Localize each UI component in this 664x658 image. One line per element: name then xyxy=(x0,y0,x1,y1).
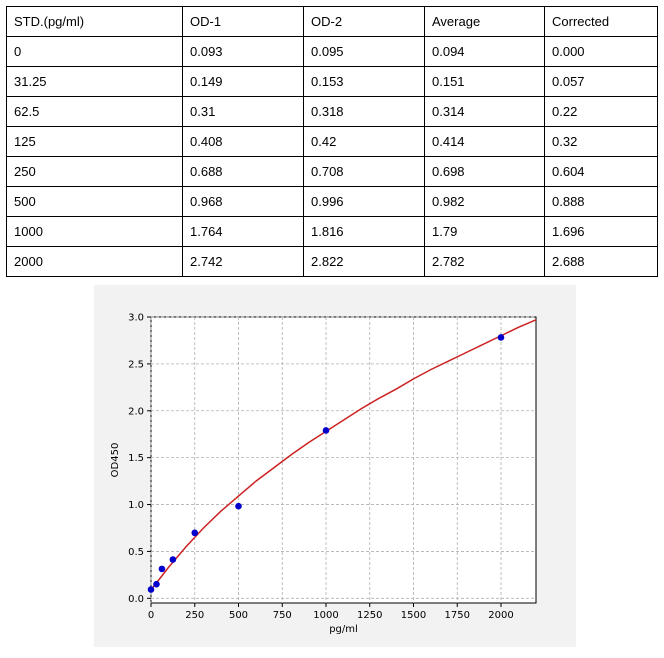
data-points xyxy=(147,334,505,593)
y-tick-label: 0.5 xyxy=(128,547,144,558)
x-axis-label: pg/ml xyxy=(329,624,358,635)
table-cell: 0.153 xyxy=(303,66,425,97)
data-point xyxy=(147,586,155,593)
standard-curve-table: STD.(pg/ml) OD-1 OD-2 Average Corrected 0 0.09… xyxy=(6,6,658,277)
table-cell: 0.968 xyxy=(182,186,304,217)
x-tick-label: 500 xyxy=(229,610,248,621)
plot-frame xyxy=(150,316,537,604)
table-cell: 0.688 xyxy=(182,156,304,187)
y-axis-ticks: 0.0 0.5 1.0 1.5 2.0 2.5 3.0 xyxy=(128,313,151,605)
x-tick-label: 250 xyxy=(185,610,204,621)
table-cell: 0.000 xyxy=(544,36,658,67)
y-tick-label: 1.5 xyxy=(128,453,144,464)
table-cell: 0.32 xyxy=(544,126,658,157)
data-point xyxy=(153,580,160,588)
table-cell: 2.742 xyxy=(182,246,304,277)
standard-curve-chart: 0 250 500 750 1000 1250 1500 1750 2000 0.0 0.5 1.0… xyxy=(110,313,537,635)
table-cell: 0.057 xyxy=(544,66,658,97)
x-tick-label: 1500 xyxy=(401,610,426,621)
table-cell: 0.996 xyxy=(303,186,425,217)
table-header-cell: OD-2 xyxy=(303,6,425,37)
table-cell: 0.151 xyxy=(424,66,545,97)
y-axis-label: OD450 xyxy=(110,443,121,478)
data-point xyxy=(158,565,166,573)
table-header-cell: Corrected xyxy=(544,6,658,37)
table-cell: 0.093 xyxy=(182,36,304,67)
table-cell: 250 xyxy=(6,156,183,187)
table-row: 250 0.688 0.708 0.698 0.604 xyxy=(6,156,658,187)
table-cell: 31.25 xyxy=(6,66,183,97)
table-cell: 0.698 xyxy=(424,156,545,187)
table-cell: 0.982 xyxy=(424,186,545,217)
y-tick-label: 0.0 xyxy=(128,594,144,605)
x-tick-label: 750 xyxy=(273,610,292,621)
table-cell: 2000 xyxy=(6,246,183,277)
table-cell: 0.094 xyxy=(424,36,545,67)
y-tick-label: 2.5 xyxy=(128,359,144,370)
table-header-cell: Average xyxy=(424,6,545,37)
table-cell: 0.095 xyxy=(303,36,425,67)
chart-panel: 0 250 500 750 1000 1250 1500 1750 2000 0.0 0.5 1.0… xyxy=(94,285,576,647)
x-tick-label: 1000 xyxy=(313,610,338,621)
table-cell: 1.79 xyxy=(424,216,545,247)
x-tick-label: 1250 xyxy=(357,610,382,621)
table-header-cell: OD-1 xyxy=(182,6,304,37)
x-tick-label: 0 xyxy=(148,610,154,621)
table-cell: 1.696 xyxy=(544,216,658,247)
data-point xyxy=(191,529,199,537)
x-tick-label: 1750 xyxy=(445,610,470,621)
table-cell: 0.22 xyxy=(544,96,658,127)
fit-curve xyxy=(150,319,537,591)
table-cell: 0.149 xyxy=(182,66,304,97)
table-cell: 0.414 xyxy=(424,126,545,157)
table-row: 125 0.408 0.42 0.414 0.32 xyxy=(6,126,658,157)
table-cell: 0.314 xyxy=(424,96,545,127)
table-cell: 125 xyxy=(6,126,183,157)
table-cell: 0.604 xyxy=(544,156,658,187)
table-header-row: STD.(pg/ml) OD-1 OD-2 Average Corrected xyxy=(6,6,658,37)
table-cell: 0.708 xyxy=(303,156,425,187)
table-cell: 62.5 xyxy=(6,96,183,127)
y-tick-label: 1.0 xyxy=(128,500,144,511)
table-cell: 1000 xyxy=(6,216,183,247)
table-cell: 0 xyxy=(6,36,183,67)
table-cell: 1.816 xyxy=(303,216,425,247)
table-cell: 2.782 xyxy=(424,246,545,277)
table-row: 1000 1.764 1.816 1.79 1.696 xyxy=(6,216,658,247)
table-row: 2000 2.742 2.822 2.782 2.688 xyxy=(6,246,658,277)
table-cell: 1.764 xyxy=(182,216,304,247)
data-point xyxy=(322,427,330,434)
data-point xyxy=(169,556,177,563)
table-row: 500 0.968 0.996 0.982 0.888 xyxy=(6,186,658,217)
table-cell: 500 xyxy=(6,186,183,217)
table-cell: 2.822 xyxy=(303,246,425,277)
table-row: 62.5 0.31 0.318 0.314 0.22 xyxy=(6,96,658,127)
x-axis-ticks: 0 250 500 750 1000 1250 1500 1750 2000 xyxy=(148,603,514,621)
y-tick-label: 2.0 xyxy=(128,406,144,417)
table-cell: 0.408 xyxy=(182,126,304,157)
grid-lines-front xyxy=(150,316,536,603)
data-point xyxy=(235,502,242,510)
table-cell: 0.42 xyxy=(303,126,425,157)
table-cell: 0.31 xyxy=(182,96,304,127)
table-cell: 0.318 xyxy=(303,96,425,127)
table-cell: 0.888 xyxy=(544,186,658,217)
y-tick-label: 3.0 xyxy=(128,313,144,324)
table-body: STD.(pg/ml) OD-1 OD-2 Average Corrected 0 0.09… xyxy=(6,6,658,277)
table-cell: 2.688 xyxy=(544,246,658,277)
table-row: 31.25 0.149 0.153 0.151 0.057 xyxy=(6,66,658,97)
table-header-cell: STD.(pg/ml) xyxy=(6,6,183,37)
data-point xyxy=(497,334,505,341)
table-row: 0 0.093 0.095 0.094 0.000 xyxy=(6,36,658,67)
x-tick-label: 2000 xyxy=(488,610,513,621)
